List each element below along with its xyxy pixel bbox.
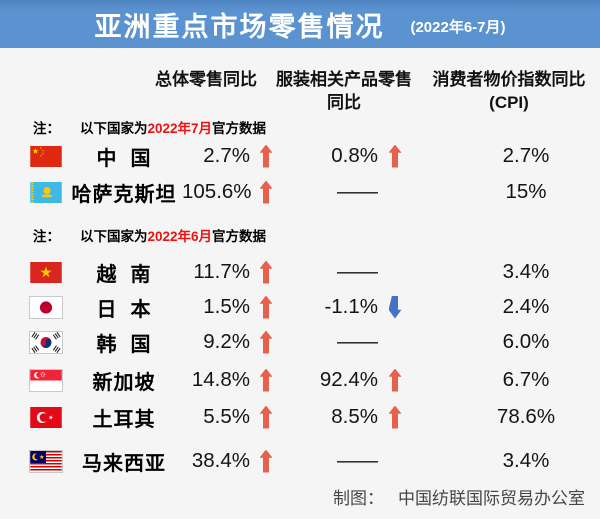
trend-arrow-icon (259, 449, 273, 473)
cpi-value: 2.4% (502, 295, 550, 318)
note-highlight-date: 2022年7月 (147, 121, 213, 136)
apparel-retail-value: —— (337, 449, 378, 472)
apparel-retail-value: —— (337, 330, 378, 353)
note-highlight-date: 2022年6月 (147, 229, 213, 244)
table-row-korea: 韩 国 9.2% —— 6.0% (29, 324, 600, 360)
country-name: 韩 国 (96, 333, 152, 356)
credit-line: 制图： 中国纺联国际贸易办公室 (333, 484, 585, 509)
country-name: 新加坡 (92, 371, 156, 394)
page-title: 亚洲重点市场零售情况 (94, 11, 385, 42)
trend-arrow-icon (388, 295, 402, 319)
apparel-retail-value: —— (337, 180, 378, 203)
column-header-line: 同比 (327, 93, 361, 112)
cpi-value: 78.6% (496, 405, 556, 428)
apparel-retail-value: 92.4% (319, 368, 378, 391)
trend-arrow-icon (388, 368, 402, 392)
country-name: 中 国 (96, 147, 152, 170)
note-text: 以下国家为 (80, 229, 148, 244)
column-header-line: (CPI) (489, 93, 529, 112)
note-label: 注： (33, 229, 60, 244)
overall-retail-value: 105.6% (182, 180, 252, 203)
apparel-retail-value: 0.8% (331, 144, 378, 167)
cpi-value: 2.7% (502, 144, 550, 167)
column-header-line: 消费者物价指数同比 (432, 70, 586, 89)
country-name: 马来西亚 (82, 452, 166, 475)
apparel-retail-value: —— (337, 260, 378, 283)
overall-retail-value: 38.4% (191, 449, 250, 472)
table-row-china: 中 国 2.7% 0.8% 2.7% (30, 138, 600, 174)
page-period: (2022年6-7月) (410, 18, 506, 36)
overall-retail-value: 1.5% (203, 295, 250, 318)
trend-arrow-icon (388, 144, 402, 168)
note-june-data: 注： 以下国家为2022年6月官方数据 (33, 225, 266, 245)
note-text: 官方数据 (212, 121, 267, 136)
cpi-value: 6.7% (502, 368, 550, 391)
flag-kazakhstan-icon (30, 181, 66, 203)
cpi-value: 3.4% (502, 449, 550, 472)
column-header-apparel-retail: 服装相关产品零售 同比 (272, 68, 416, 114)
note-text: 以下国家为 (80, 121, 148, 136)
country-name: 越 南 (96, 263, 152, 286)
flag-singapore-icon (29, 368, 66, 392)
overall-retail-value: 5.5% (203, 405, 250, 428)
country-name: 日 本 (96, 298, 152, 321)
note-july-data: 注： 以下国家为2022年7月官方数据 (33, 117, 266, 137)
flag-south-korea-icon (29, 330, 66, 354)
trend-arrow-icon (259, 405, 273, 429)
note-text: 官方数据 (212, 229, 267, 244)
cpi-value: 15% (505, 180, 547, 203)
note-label: 注： (33, 121, 60, 136)
table-row-japan: 日 本 1.5% -1.1% 2.4% (29, 289, 600, 325)
table-row-vietnam: 越 南 11.7% —— 3.4% (30, 254, 600, 290)
flag-malaysia-icon (29, 449, 66, 473)
cpi-value: 3.4% (502, 260, 550, 283)
trend-arrow-icon (259, 295, 273, 319)
flag-china-icon (30, 145, 66, 167)
table-row-singapore: 新加坡 14.8% 92.4% 6.7% (29, 362, 600, 398)
country-name: 哈萨克斯坦 (71, 183, 177, 206)
column-header-cpi: 消费者物价指数同比 (CPI) (427, 68, 591, 114)
title-bar: 亚洲重点市场零售情况 (2022年6-7月) (0, 0, 600, 48)
country-name: 土耳其 (92, 408, 156, 431)
overall-retail-value: 2.7% (203, 144, 250, 167)
table-row-malaysia: 马来西亚 38.4% —— 3.4% (29, 443, 600, 479)
apparel-retail-value: 8.5% (331, 405, 378, 428)
trend-arrow-icon (259, 180, 273, 204)
trend-arrow-icon (259, 368, 273, 392)
trend-arrow-icon (259, 144, 273, 168)
overall-retail-value: 9.2% (203, 330, 250, 353)
table-row-kazakhstan: 哈萨克斯坦 105.6% —— 15% (30, 174, 600, 210)
overall-retail-value: 11.7% (193, 260, 250, 283)
trend-arrow-icon (259, 260, 273, 284)
trend-arrow-icon (388, 405, 402, 429)
flag-vietnam-icon (30, 261, 66, 283)
apparel-retail-value: -1.1% (324, 295, 378, 318)
table-row-turkey: 土耳其 5.5% 8.5% 78.6% (30, 399, 600, 435)
credit-org: 中国纺联国际贸易办公室 (398, 489, 585, 508)
credit-label: 制图： (333, 489, 384, 508)
column-header-overall-retail: 总体零售同比 (155, 70, 257, 89)
column-header-line: 服装相关产品零售 (276, 70, 412, 89)
flag-japan-icon (29, 295, 66, 319)
overall-retail-value: 14.8% (191, 368, 250, 391)
flag-turkey-icon (30, 406, 66, 428)
cpi-value: 6.0% (502, 330, 550, 353)
trend-arrow-icon (259, 330, 273, 354)
